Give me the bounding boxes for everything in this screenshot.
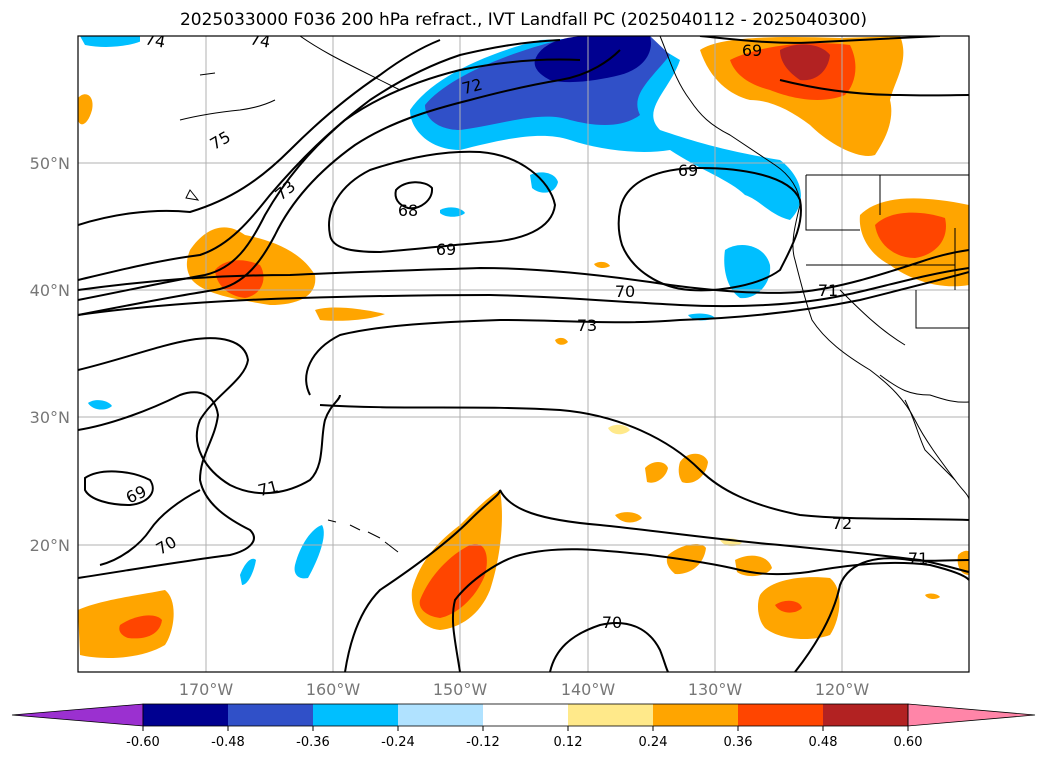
colorbar-tick-label: -0.60 [126,735,160,750]
colorbar-tick-label: 0.60 [894,735,923,750]
colorbar-segment-1 [143,704,228,726]
colorbar-segment-9 [823,704,908,726]
lon-label-120: 120°W [815,680,870,699]
colorbar-tick-label: -0.12 [466,735,500,750]
contour-label-71b: 71 [256,477,281,501]
colorbar-segment-5 [483,704,568,726]
colorbar-segment-2 [228,704,313,726]
contour-label-71c: 71 [908,549,928,568]
contour-label-75: 75 [207,127,234,154]
contour-label-71a: 71 [818,281,838,300]
colorbar-tick-label: 0.36 [724,735,753,750]
map-frame [77,35,970,673]
colorbar-tick-label: -0.36 [296,735,330,750]
coastlines [179,36,969,553]
contour-label-69a: 69 [742,41,762,60]
lon-label-140: 140°W [561,680,616,699]
map-title: 2025033000 F036 200 hPa refract., IVT La… [179,10,867,30]
contour-label-70a: 70 [615,282,635,301]
colorbar-extend-high [907,703,1036,727]
colorbar-segment-4 [398,704,483,726]
contour-labels: 74 74 75 73 72 69 69 68 69 70 71 73 69 7… [123,29,928,632]
contour-label-74a: 74 [144,29,167,51]
contour-label-70b: 70 [153,532,180,559]
contour-label-70c: 70 [602,613,622,632]
longitude-labels: 170°W 160°W 150°W 140°W 130°W 120°W [179,680,870,699]
lat-label-50: 50°N [30,154,70,173]
contour-label-69d: 69 [123,482,149,508]
lat-label-20: 20°N [30,536,70,555]
contour-label-72: 72 [460,75,485,99]
contour-label-69b: 69 [678,161,698,180]
lat-label-30: 30°N [30,408,70,427]
lon-label-170: 170°W [179,680,234,699]
colorbar-segment-8 [738,704,823,726]
colorbar-tick-label: 0.12 [554,735,583,750]
positive-anomaly-shading [78,36,969,658]
lat-label-40: 40°N [30,281,70,300]
contour-label-72: 72 [832,514,852,533]
colorbar-segment-7 [653,704,738,726]
lon-label-150: 150°W [433,680,488,699]
colorbar-extend-low [11,703,144,727]
colorbar-tick-label: -0.48 [211,735,245,750]
contour-label-69c: 69 [436,240,456,259]
contour-label-68: 68 [398,201,418,220]
colorbar: -0.60 -0.48 -0.36 -0.24 -0.12 0.12 0.24 0.36 0.4… [11,703,1036,750]
colorbar-tick-label: 0.48 [809,735,838,750]
contour-label-73b: 73 [577,316,597,335]
lon-label-130: 130°W [688,680,743,699]
colorbar-segment-3 [313,704,398,726]
colorbar-segment-6 [568,704,653,726]
contour-label-74b: 74 [249,29,272,51]
colorbar-frame [142,703,909,727]
colorbar-tick-label: 0.24 [639,735,668,750]
map-area: 74 74 75 73 72 69 69 68 69 70 71 73 69 7… [78,29,969,672]
colorbar-tick-label: -0.24 [381,735,415,750]
lon-label-160: 160°W [306,680,361,699]
latitude-labels: 50°N 40°N 30°N 20°N [30,154,70,555]
refractivity-contours [78,36,969,672]
contour-label-73a: 73 [271,177,299,205]
